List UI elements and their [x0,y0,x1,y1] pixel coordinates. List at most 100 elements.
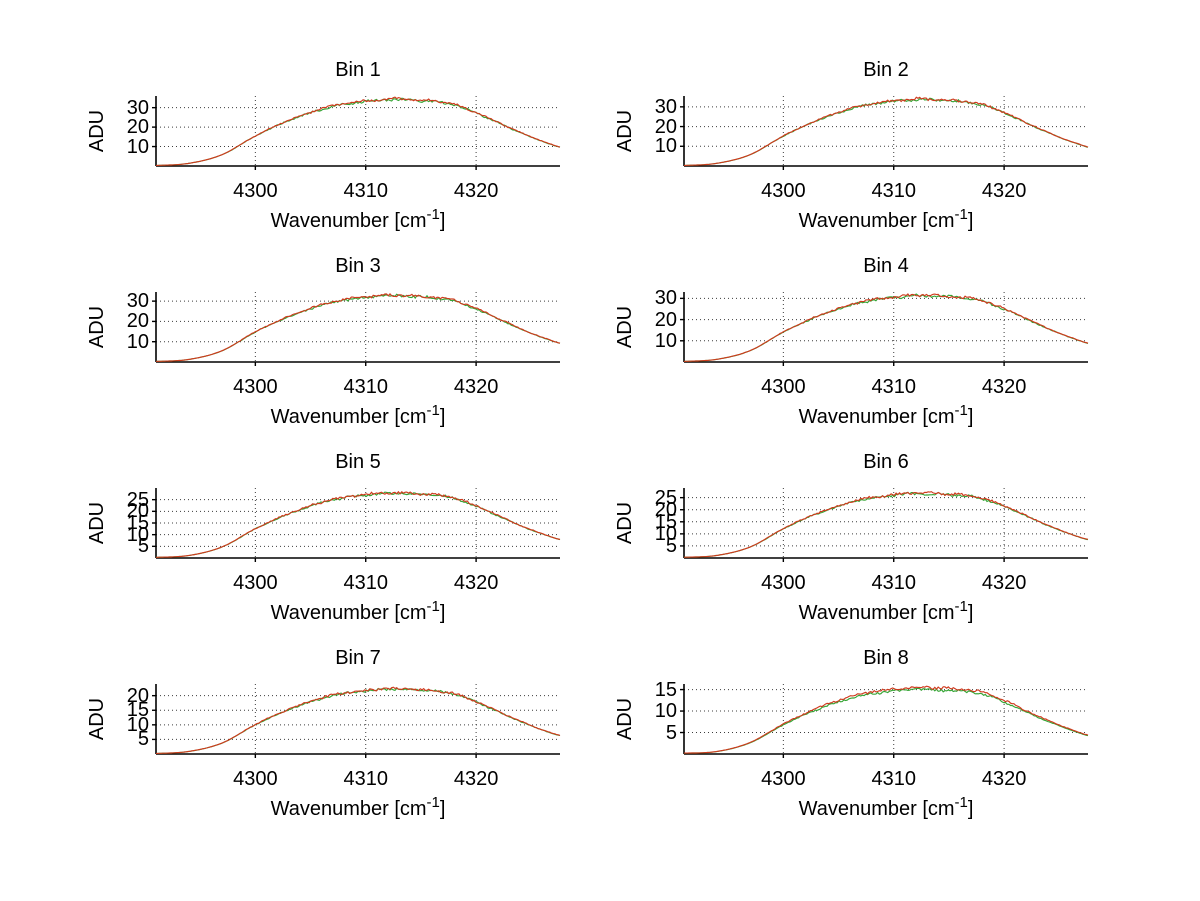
plot-title-bin-5: Bin 5 [335,451,381,473]
x-axis-label-close: ] [967,798,974,820]
y-tick-label: 30 [654,287,677,310]
y-tick-label: 25 [126,488,149,511]
spectrum-plot-bin-5 [152,488,561,562]
x-axis-label-text: Wavenumber [cm [798,406,955,428]
x-axis-label-close: ] [439,406,446,428]
x-axis-label-text: Wavenumber [cm [798,210,955,232]
series-green-line [683,687,1089,754]
x-axis-label-exponent: -1 [954,794,968,811]
x-axis-label-text: Wavenumber [cm [798,602,955,624]
plot-title-bin-8: Bin 8 [863,647,909,669]
y-tick-label: 15 [126,699,149,722]
series-red-line [684,685,1089,754]
series-red-line [156,686,561,754]
plot-title-bin-7: Bin 7 [335,647,381,669]
x-tick-label: 4310 [343,376,388,398]
series-green-line [156,491,561,558]
x-axis-label-close: ] [967,406,974,428]
x-axis-label-close: ] [967,602,974,624]
y-tick-label: 10 [654,522,677,545]
x-axis-label: Wavenumber [cm-1] [156,402,560,430]
spectrum-plot-bin-8 [680,684,1089,758]
x-axis-label-exponent: -1 [426,402,440,419]
spectrum-plot-bin-7 [152,684,561,758]
x-axis-label: Wavenumber [cm-1] [156,206,560,234]
x-tick-label: 4300 [761,572,806,594]
y-tick-label: 15 [654,678,677,701]
y-tick-label: 10 [126,330,149,353]
plot-title-bin-6: Bin 6 [863,451,909,473]
series-green-line [155,293,561,362]
series-green-line [156,97,561,166]
spectrum-plot-bin-1 [152,96,561,170]
x-axis-label: Wavenumber [cm-1] [156,794,560,822]
x-axis-label-text: Wavenumber [cm [270,406,427,428]
x-tick-label: 4300 [761,768,806,790]
y-tick-label: 10 [654,700,677,723]
y-tick-label: 5 [137,728,149,751]
y-tick-label: 5 [665,721,677,744]
plot-title-bin-1: Bin 1 [335,59,381,81]
y-tick-label: 5 [665,534,677,557]
x-tick-label: 4310 [343,572,388,594]
series-red-line [156,490,561,558]
x-axis-label-exponent: -1 [954,206,968,223]
x-tick-label: 4320 [453,180,499,202]
y-tick-label: 10 [126,135,149,158]
y-tick-label: 10 [126,713,149,736]
x-tick-label: 4310 [871,376,916,398]
x-axis-label-close: ] [439,210,446,232]
x-axis-label-close: ] [967,210,974,232]
x-axis-label-text: Wavenumber [cm [270,798,427,820]
x-tick-label: 4320 [453,768,499,790]
plot-title-bin-3: Bin 3 [335,255,381,277]
plot-title-bin-2: Bin 2 [863,59,909,81]
x-tick-label: 4320 [453,376,499,398]
plot-title-bin-4: Bin 4 [863,255,909,277]
series-green-line [683,293,1089,362]
x-tick-label: 4310 [871,768,916,790]
y-tick-label: 20 [126,116,149,139]
series-green-line [684,97,1089,166]
x-tick-label: 4310 [871,180,916,202]
x-axis-label: Wavenumber [cm-1] [684,794,1088,822]
spectrum-plot-bin-6 [680,488,1089,562]
y-tick-label: 20 [654,308,677,331]
y-tick-label: 30 [126,96,149,119]
series-green-line [683,491,1089,558]
series-red-line [156,96,561,166]
y-tick-label: 10 [654,135,677,158]
series-green-line [156,687,561,754]
y-tick-label: 20 [126,310,149,333]
x-tick-label: 4300 [233,376,278,398]
x-axis-label-exponent: -1 [954,598,968,615]
x-tick-label: 4320 [981,572,1027,594]
spectrum-plot-bin-2 [680,96,1089,170]
x-axis-label-exponent: -1 [426,598,440,615]
x-tick-label: 4300 [761,180,806,202]
x-tick-label: 4300 [233,572,278,594]
x-tick-label: 4320 [981,768,1027,790]
x-tick-label: 4310 [343,180,388,202]
series-red-line [683,293,1089,362]
y-tick-label: 15 [126,512,149,534]
y-tick-label: 20 [126,684,149,707]
y-tick-label: 30 [126,290,149,313]
y-tick-label: 20 [654,498,677,521]
x-axis-label-text: Wavenumber [cm [270,210,427,232]
y-tick-label: 25 [654,486,677,509]
y-tick-label: 5 [137,535,149,558]
x-tick-label: 4320 [981,180,1027,202]
y-tick-label: 20 [126,500,149,523]
x-tick-label: 4300 [761,376,806,398]
x-axis-label-exponent: -1 [954,402,968,419]
spectrum-plot-bin-3 [152,292,561,366]
series-red-line [155,293,561,362]
x-tick-label: 4300 [233,768,278,790]
x-tick-label: 4320 [981,376,1027,398]
x-tick-label: 4310 [343,768,388,790]
x-axis-label: Wavenumber [cm-1] [684,598,1088,626]
x-axis-label-close: ] [439,602,446,624]
x-axis-label-text: Wavenumber [cm [270,602,427,624]
